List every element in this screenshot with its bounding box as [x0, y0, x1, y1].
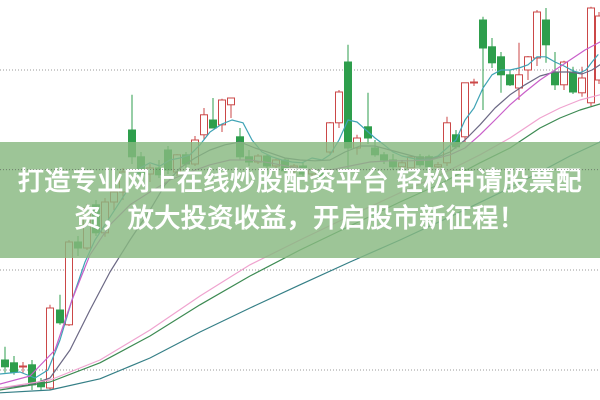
candle-body-up [524, 56, 532, 71]
candle-body-down [1, 359, 9, 368]
candle-body-up [227, 97, 235, 106]
candle-body-down [497, 56, 505, 76]
candle-body-up [578, 77, 586, 94]
candle-body-down [10, 362, 18, 373]
candle-body-down [56, 309, 64, 324]
candle-body-up [218, 99, 226, 126]
candle-body-up [19, 365, 27, 368]
candle-body-down [209, 119, 217, 129]
candle-body-up [46, 307, 54, 389]
gridline-overlay [0, 169, 600, 170]
candle-body-down [551, 71, 559, 86]
candle-body-up [470, 81, 478, 84]
candle-body-up [533, 11, 541, 59]
promo-banner: 打造专业网上在线炒股配资平台 轻松申请股票配 资，放大投资收益，开启股市新征程！ [0, 142, 600, 258]
candle-body-up [200, 114, 208, 136]
candle-body-down [569, 71, 577, 93]
candle-body-down [542, 19, 550, 46]
candle-body-up [560, 61, 568, 86]
candle-body-up [515, 74, 523, 89]
candle-body-up [335, 91, 343, 124]
candle-body-down [488, 46, 496, 64]
candle-body-up [595, 15, 600, 81]
candle-body-down [506, 74, 514, 86]
candle-body-down [28, 364, 36, 386]
candle-body-up [587, 7, 595, 104]
candle-body-up [461, 82, 469, 138]
candle-body-down [344, 61, 352, 149]
candle-body-down [479, 19, 487, 49]
promo-text-line2: 资，放大投资收益，开启股市新征程！ [74, 203, 526, 233]
promo-text-line1: 打造专业网上在线炒股配资平台 轻松申请股票配 [17, 166, 583, 196]
